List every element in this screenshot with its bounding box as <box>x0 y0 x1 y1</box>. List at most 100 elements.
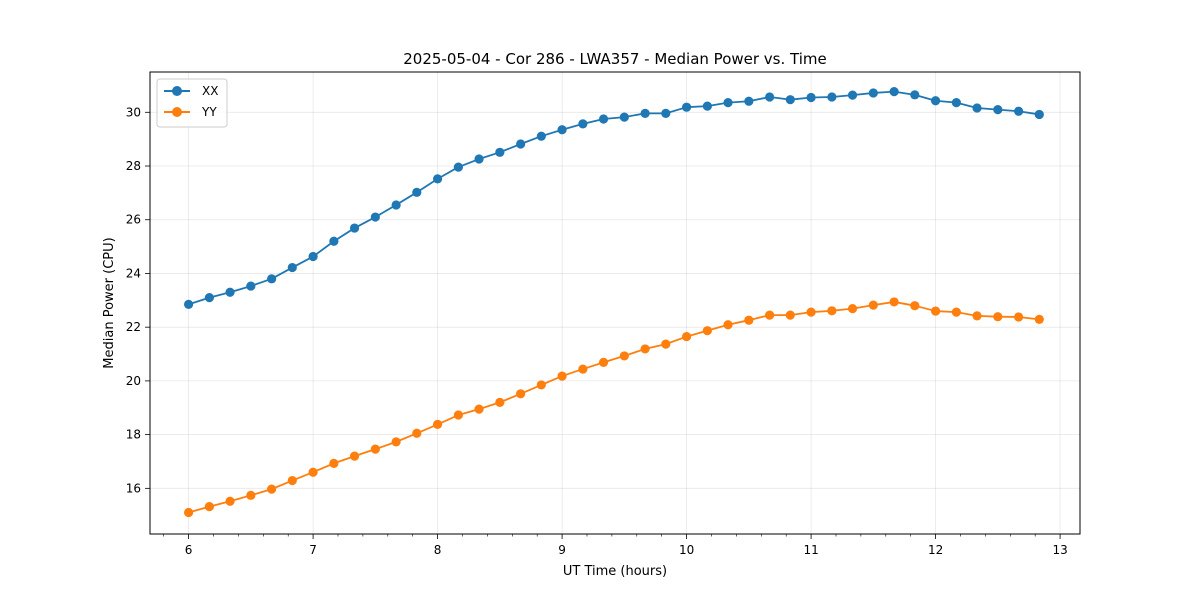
data-point-xx <box>204 293 214 303</box>
data-point-xx <box>516 139 526 149</box>
data-point-yy <box>681 331 692 342</box>
data-point-xx <box>329 236 339 246</box>
series-layer <box>183 87 1044 518</box>
x-tick-label: 13 <box>1052 543 1067 557</box>
data-point-xx <box>972 103 982 113</box>
data-point-xx <box>744 96 754 106</box>
x-tick-label: 8 <box>434 543 442 557</box>
y-tick-label: 16 <box>126 481 141 495</box>
plot-frame <box>149 71 1081 535</box>
data-point-xx <box>868 88 878 98</box>
x-tick-label: 9 <box>558 543 566 557</box>
data-point-xx <box>910 90 920 100</box>
data-point-xx <box>661 108 671 118</box>
data-point-xx <box>619 112 629 122</box>
data-point-yy <box>225 496 235 506</box>
data-point-yy <box>723 320 733 330</box>
data-point-xx <box>1034 109 1044 120</box>
grid-lines <box>150 72 1080 534</box>
data-point-yy <box>557 371 567 381</box>
data-point-yy <box>246 490 256 500</box>
data-point-xx <box>598 114 609 124</box>
data-point-xx <box>453 162 463 172</box>
data-point-yy <box>702 326 712 336</box>
data-point-yy <box>1034 314 1044 324</box>
data-point-xx <box>370 212 380 222</box>
data-point-yy <box>827 306 837 316</box>
data-point-xx <box>557 125 567 135</box>
x-tick-label: 10 <box>679 543 694 557</box>
data-point-xx <box>723 98 733 108</box>
data-point-xx <box>308 251 318 262</box>
data-point-xx <box>287 262 297 273</box>
data-point-xx <box>432 174 443 184</box>
y-tick-label: 24 <box>126 266 141 280</box>
data-point-yy <box>868 300 878 310</box>
data-point-yy <box>183 507 194 518</box>
data-point-yy <box>744 315 754 325</box>
y-tick-label: 28 <box>126 159 141 173</box>
x-tick-label: 12 <box>928 543 943 557</box>
legend: XX YY <box>156 78 228 128</box>
data-point-yy <box>930 306 941 316</box>
data-point-yy <box>329 458 339 468</box>
data-point-yy <box>370 444 380 454</box>
data-point-yy <box>785 310 795 320</box>
data-point-yy <box>474 404 484 414</box>
data-point-yy <box>287 475 297 486</box>
data-point-xx <box>889 87 899 97</box>
data-point-yy <box>536 380 546 390</box>
data-point-yy <box>661 339 671 349</box>
data-point-xx <box>183 299 194 309</box>
y-tick-label: 22 <box>126 320 141 334</box>
series-xx <box>183 87 1044 309</box>
data-point-xx <box>951 98 961 108</box>
x-axis-label: UT Time (hours) <box>563 564 667 579</box>
data-point-xx <box>225 287 235 297</box>
series-yy <box>183 297 1044 518</box>
data-point-yy <box>204 502 214 512</box>
y-tick-label: 20 <box>126 374 141 388</box>
y-tick-label: 18 <box>126 428 141 442</box>
data-point-xx <box>930 96 941 106</box>
data-point-yy <box>1014 312 1024 322</box>
data-point-yy <box>432 419 443 430</box>
data-point-yy <box>847 304 858 314</box>
data-point-yy <box>889 297 899 307</box>
data-point-xx <box>640 108 650 118</box>
data-point-yy <box>453 410 463 420</box>
y-axis-label: Median Power (CPU) <box>102 237 117 368</box>
data-point-xx <box>806 92 816 103</box>
data-point-yy <box>951 307 961 317</box>
data-point-xx <box>702 101 712 111</box>
data-point-xx <box>993 105 1003 115</box>
data-point-yy <box>640 344 650 354</box>
data-point-xx <box>495 147 505 157</box>
data-point-xx <box>246 281 256 291</box>
data-point-yy <box>412 428 422 438</box>
legend-label-yy: YY <box>201 105 217 119</box>
data-point-xx <box>765 92 775 102</box>
data-point-yy <box>495 397 505 407</box>
x-tick-label: 6 <box>185 543 193 557</box>
data-point-yy <box>619 351 629 361</box>
axis-ticks: 6 7 8 9 10 11 12 13 16 18 20 22 24 26 28 30 <box>126 105 1068 557</box>
data-point-xx <box>785 95 795 105</box>
x-tick-label: 11 <box>803 543 818 557</box>
chart-title: 2025-05-04 - Cor 286 - LWA357 - Median P… <box>403 50 827 68</box>
data-point-xx <box>412 187 422 197</box>
data-point-yy <box>349 451 360 461</box>
legend-label-xx: XX <box>202 84 218 98</box>
legend-marker-yy <box>172 107 182 117</box>
data-point-yy <box>516 389 526 399</box>
data-point-xx <box>536 131 546 141</box>
data-point-xx <box>681 102 692 112</box>
data-point-yy <box>910 301 920 311</box>
data-point-xx <box>827 92 837 102</box>
data-point-yy <box>972 311 982 321</box>
data-point-yy <box>578 364 588 374</box>
data-point-yy <box>267 484 277 494</box>
legend-marker-xx <box>172 86 182 96</box>
data-point-xx <box>474 154 484 164</box>
